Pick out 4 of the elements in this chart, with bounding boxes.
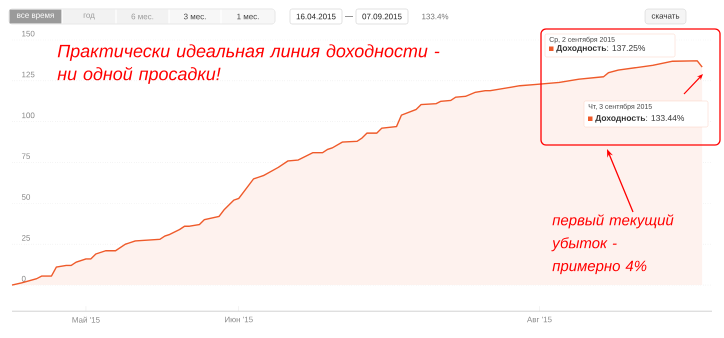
annotation: Доходность: 137.25%: [556, 45, 646, 53]
annotation: Практически идеальная линия доходности - ни одной просадки!: [57, 44, 440, 84]
annotation: первый текущий убыток - примерно 4%: [551, 214, 674, 274]
annotation: Доходность: 133.44%: [595, 115, 684, 123]
